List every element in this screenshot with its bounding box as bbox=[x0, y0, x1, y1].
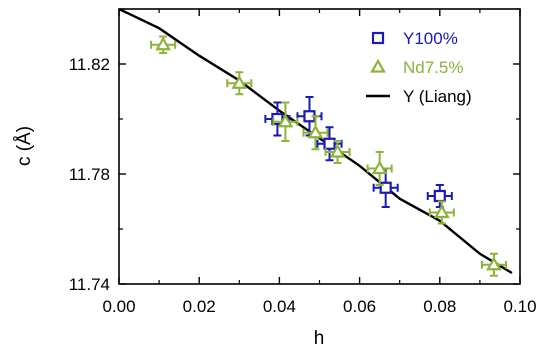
x-tick-label: 0.06 bbox=[343, 297, 376, 316]
data-point-nd75 bbox=[226, 71, 253, 96]
legend-label-y100: Y100% bbox=[403, 29, 458, 48]
data-point-y100 bbox=[426, 184, 453, 208]
legend-item-y100: Y100% bbox=[371, 29, 458, 48]
legend-triangle-swatch bbox=[370, 58, 386, 73]
legend-label-nd75: Nd7.5% bbox=[403, 58, 463, 77]
data-point-nd75 bbox=[428, 200, 455, 225]
y-tick-label: 11.74 bbox=[69, 275, 110, 294]
legend-label-liang: Y (Liang) bbox=[403, 87, 472, 106]
legend: Y100% Nd7.5% Y (Liang) bbox=[366, 29, 472, 106]
x-tick-label: 0.08 bbox=[423, 297, 456, 316]
square-marker bbox=[379, 181, 392, 194]
triangle-marker bbox=[277, 113, 294, 128]
data-point-y100 bbox=[264, 101, 291, 137]
triangle-marker bbox=[433, 204, 450, 219]
y-axis-label: c (Å) bbox=[14, 126, 35, 166]
y-tick-label: 11.82 bbox=[69, 55, 110, 74]
data-point-nd75 bbox=[480, 252, 507, 277]
x-axis-label: h bbox=[314, 328, 325, 349]
x-tick-label: 0.00 bbox=[102, 297, 135, 316]
x-tick-label: 0.10 bbox=[503, 297, 536, 316]
data-point-nd75 bbox=[366, 151, 393, 186]
x-tick-label: 0.02 bbox=[183, 297, 216, 316]
plot-frame bbox=[118, 8, 521, 285]
triangle-marker bbox=[231, 75, 248, 89]
triangle-marker bbox=[307, 124, 324, 139]
triangle-marker bbox=[155, 36, 172, 51]
y-tick-label: 11.78 bbox=[69, 165, 110, 184]
x-tick-label: 0.04 bbox=[263, 297, 296, 316]
data-point-y100 bbox=[316, 126, 343, 162]
data-point-nd75 bbox=[302, 115, 329, 151]
square-marker bbox=[323, 137, 336, 150]
legend-square-swatch bbox=[371, 31, 385, 45]
square-marker bbox=[433, 189, 446, 203]
triangle-marker bbox=[371, 160, 388, 175]
data-point-nd75 bbox=[150, 35, 177, 54]
legend-item-nd75: Nd7.5% bbox=[370, 58, 463, 77]
data-point-nd75 bbox=[272, 101, 299, 142]
data-point-nd75 bbox=[324, 140, 351, 164]
triangle-marker bbox=[329, 143, 346, 158]
legend-item-liang: Y (Liang) bbox=[366, 87, 472, 106]
triangle-marker bbox=[486, 256, 502, 271]
data-point-y100 bbox=[372, 167, 399, 208]
